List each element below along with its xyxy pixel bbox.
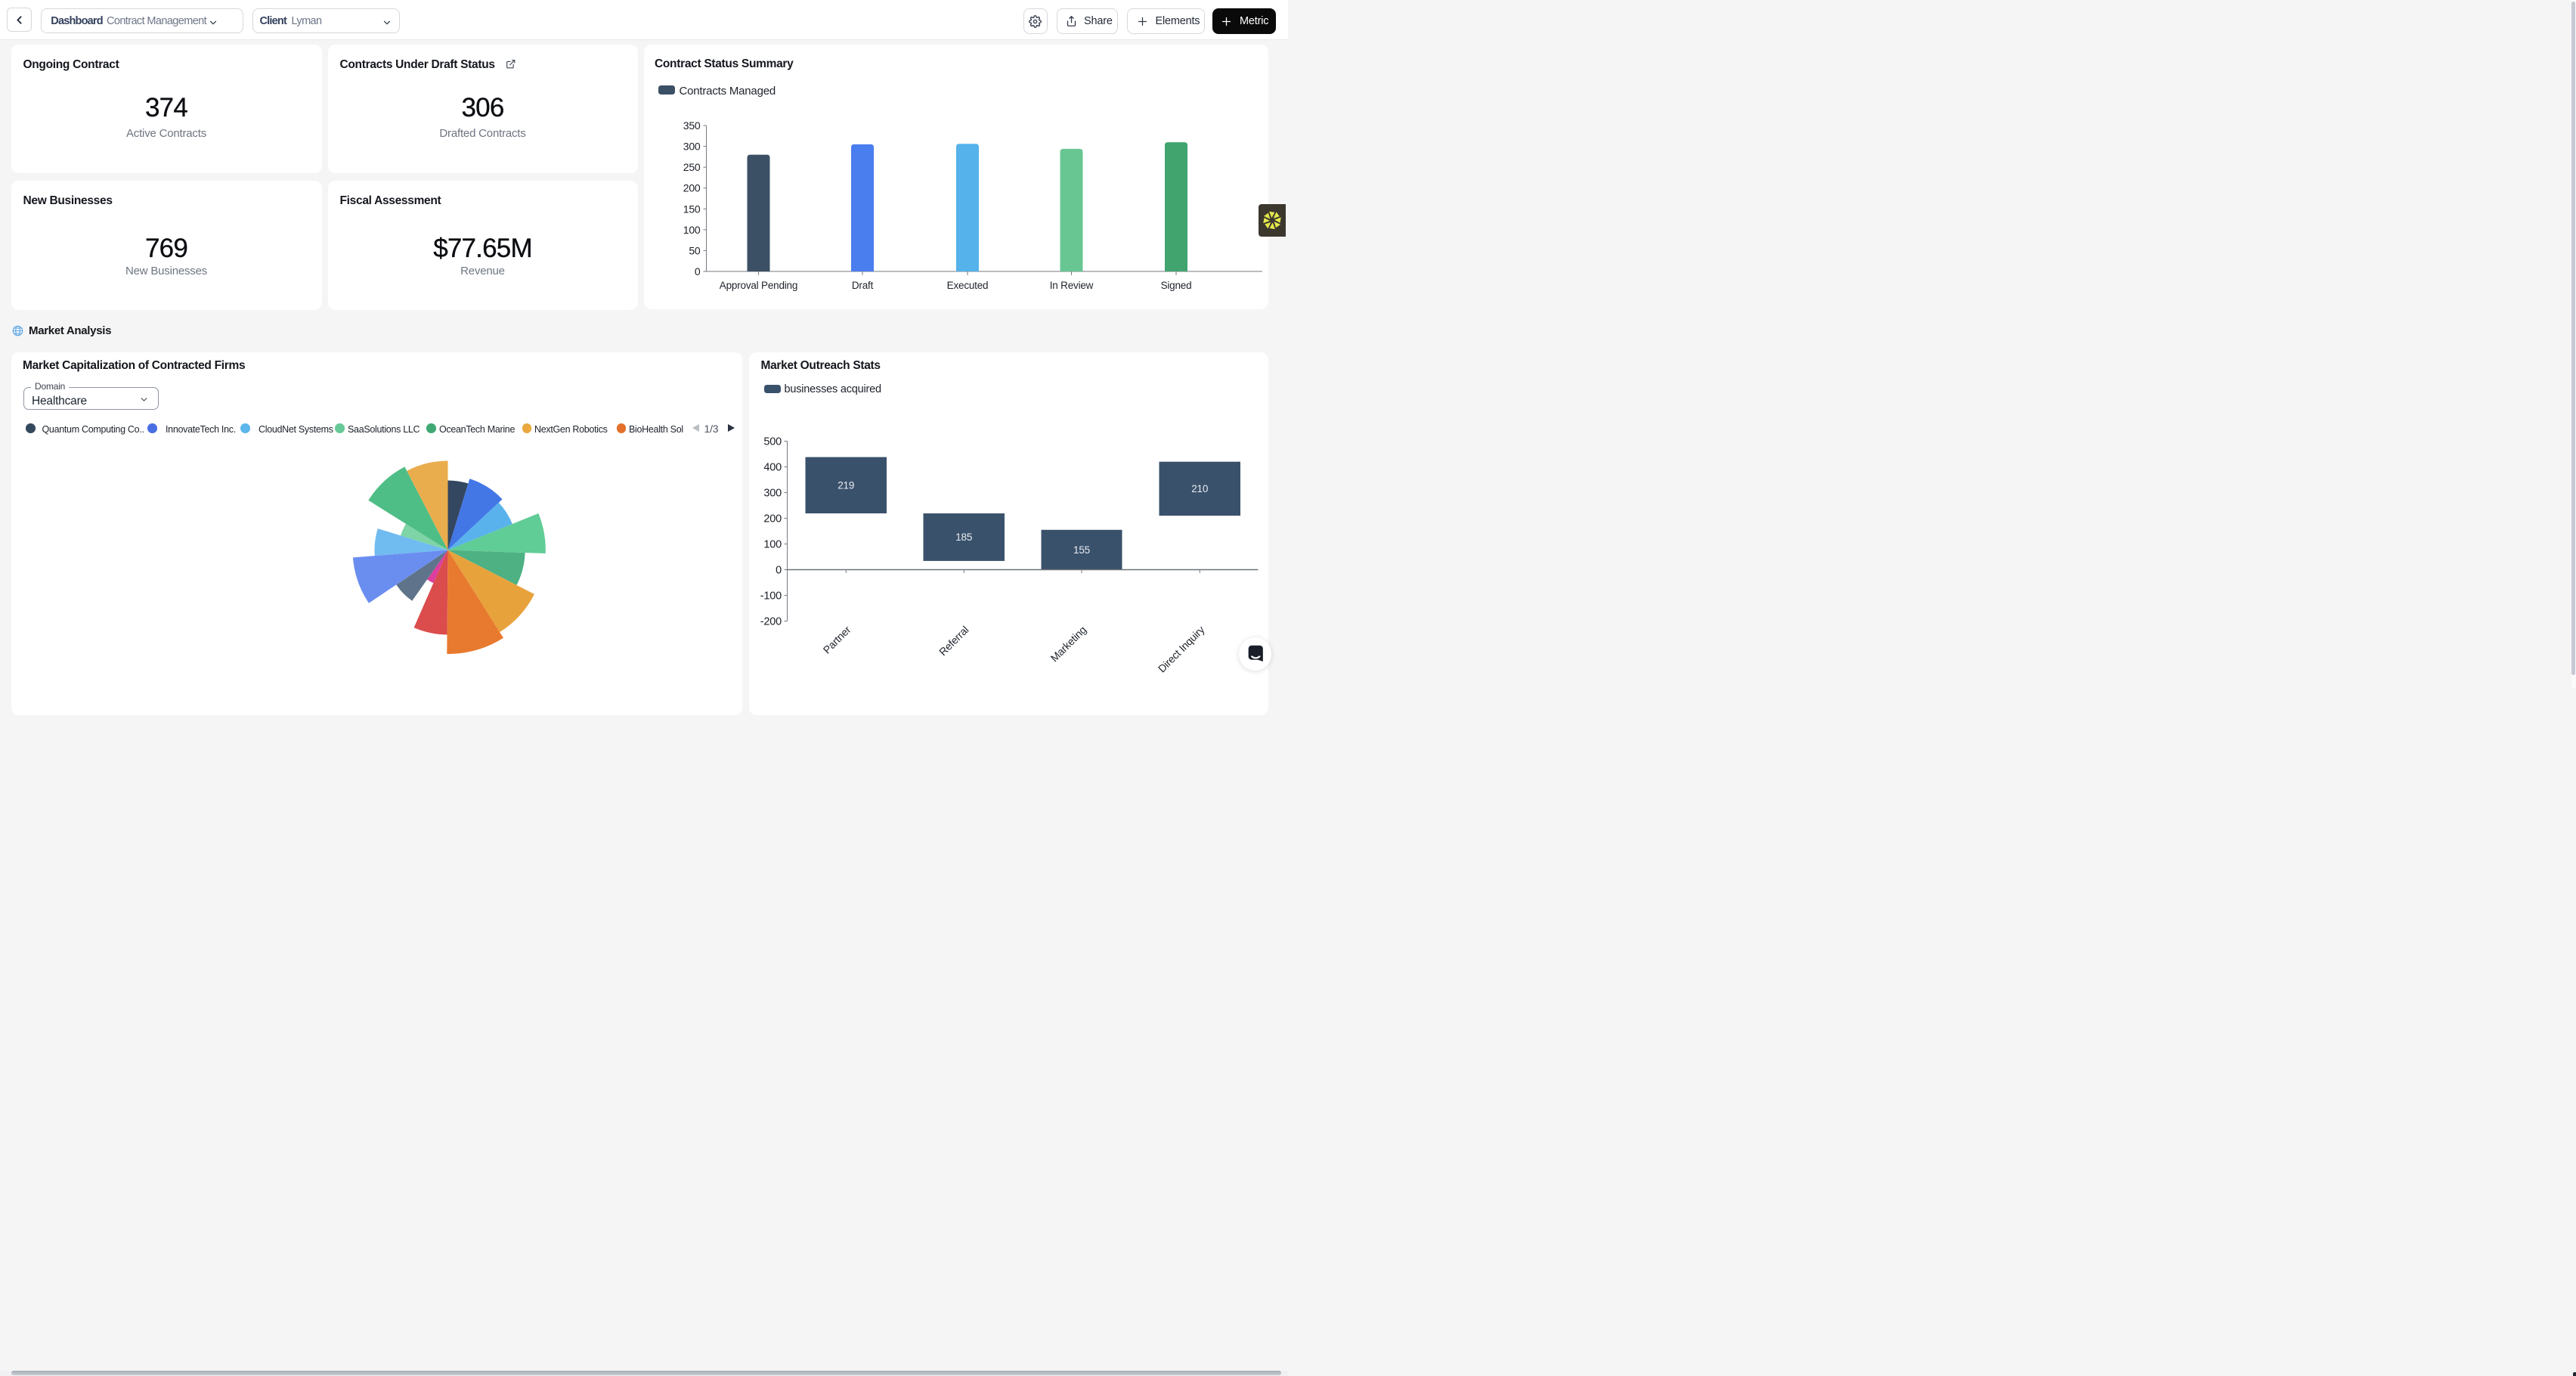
svg-text:Partner: Partner [821,623,853,655]
svg-text:185: 185 [955,531,972,543]
svg-text:Executed: Executed [946,280,988,291]
svg-text:0: 0 [694,265,700,277]
svg-text:In Review: In Review [1049,280,1093,291]
svg-text:155: 155 [1073,544,1090,555]
svg-text:Signed: Signed [1160,280,1191,291]
svg-text:150: 150 [683,203,700,215]
svg-text:50: 50 [689,244,701,256]
svg-text:350: 350 [683,119,700,132]
svg-text:500: 500 [763,435,782,448]
svg-text:300: 300 [683,140,700,152]
svg-text:-200: -200 [760,615,782,628]
svg-text:300: 300 [763,487,782,499]
svg-text:100: 100 [763,538,782,550]
svg-text:219: 219 [838,479,854,491]
svg-text:Referral: Referral [937,623,971,657]
svg-text:-100: -100 [760,590,782,602]
svg-text:Draft: Draft [851,280,873,291]
svg-text:100: 100 [683,223,700,235]
svg-text:250: 250 [683,161,700,173]
svg-text:200: 200 [763,513,782,525]
svg-text:210: 210 [1191,483,1208,494]
svg-text:400: 400 [763,461,782,473]
svg-text:0: 0 [776,564,782,576]
svg-text:200: 200 [683,181,700,194]
svg-text:Direct Inquiry: Direct Inquiry [1156,623,1207,674]
svg-text:Approval Pending: Approval Pending [719,280,797,291]
svg-text:Marketing: Marketing [1048,623,1089,664]
